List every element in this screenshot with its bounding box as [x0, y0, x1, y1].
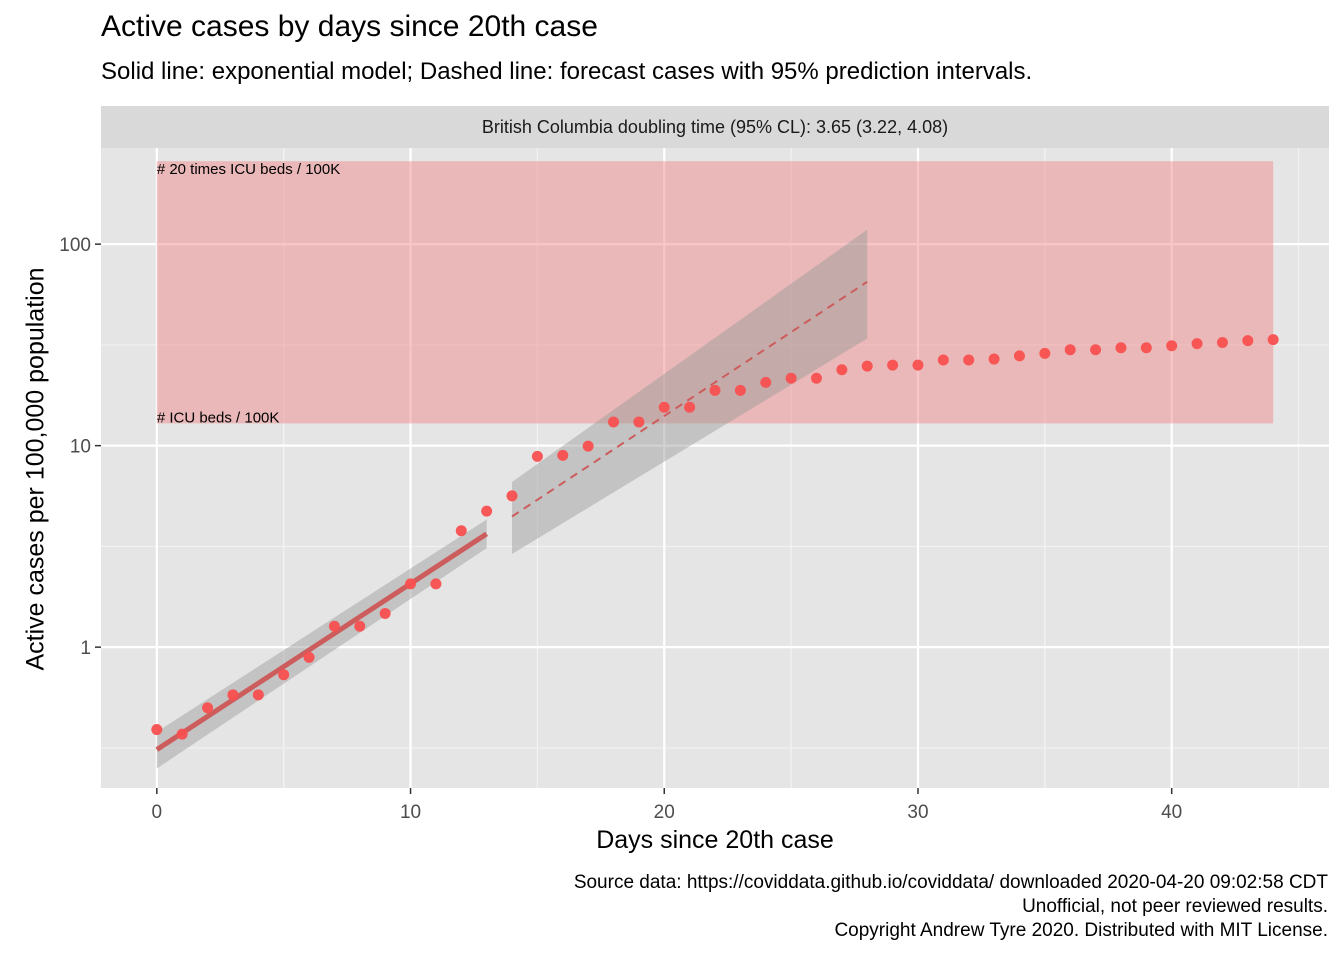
forecast-line	[511, 281, 868, 518]
icu-band-label-high: # 20 times ICU beds / 100K	[157, 161, 340, 178]
data-point	[176, 728, 188, 740]
data-point	[633, 416, 645, 428]
data-point	[912, 359, 924, 371]
model-fit-line	[155, 531, 489, 752]
y-tick-label: 10	[70, 437, 91, 458]
caption-line-copyright: Copyright Andrew Tyre 2020. Distributed …	[834, 920, 1328, 941]
y-tick-label: 100	[59, 235, 91, 256]
data-point	[1090, 344, 1102, 356]
data-point	[1242, 335, 1254, 347]
data-point	[810, 372, 822, 384]
x-axis-label: Days since 20th case	[596, 826, 834, 854]
data-point	[430, 578, 442, 590]
x-tick-label: 40	[1161, 802, 1182, 823]
x-tick-label: 0	[152, 802, 163, 823]
data-point	[887, 359, 899, 371]
x-tick-label: 30	[907, 802, 928, 823]
facet-strip: British Columbia doubling time (95% CL):…	[101, 106, 1329, 148]
data-point	[278, 669, 290, 681]
data-point	[836, 364, 848, 376]
data-point	[1140, 342, 1152, 354]
caption: Source data: https://coviddata.github.io…	[574, 871, 1328, 943]
data-point	[1166, 340, 1178, 352]
y-axis-label: Active cases per 100,000 population	[21, 267, 50, 671]
chart-title: Active cases by days since 20th case	[101, 10, 598, 43]
data-point	[760, 376, 772, 388]
data-point	[506, 490, 518, 502]
data-point	[328, 620, 340, 632]
data-point	[252, 689, 264, 701]
data-point	[988, 353, 1000, 365]
data-point	[1191, 338, 1203, 350]
facet-label: British Columbia doubling time (95% CL):…	[481, 116, 949, 137]
data-point	[1039, 347, 1051, 359]
data-point	[684, 401, 696, 413]
data-point	[557, 449, 569, 461]
icu-band-label-low: # ICU beds / 100K	[157, 409, 280, 426]
data-point	[861, 360, 873, 372]
data-point	[227, 689, 239, 701]
data-point	[937, 354, 949, 366]
caption-line-unofficial: Unofficial, not peer reviewed results.	[1022, 896, 1328, 917]
chart-subtitle: Solid line: exponential model; Dashed li…	[101, 58, 1033, 85]
data-point	[734, 384, 746, 396]
data-point	[481, 505, 493, 517]
data-point	[658, 401, 670, 413]
data-point	[151, 724, 163, 736]
x-tick-label: 20	[654, 802, 675, 823]
data-point	[1064, 344, 1076, 356]
data-point	[963, 354, 975, 366]
forecast-prediction-ribbon	[512, 229, 868, 554]
x-tick-label: 10	[400, 802, 421, 823]
data-point	[303, 651, 315, 663]
data-point	[202, 702, 214, 714]
data-point	[608, 416, 620, 428]
data-point	[1013, 350, 1025, 362]
panel-background	[101, 148, 1329, 788]
data-point	[1115, 342, 1127, 354]
caption-line-source: Source data: https://coviddata.github.io…	[573, 872, 1328, 893]
data-point	[785, 372, 797, 384]
data-point	[709, 384, 721, 396]
data-point	[354, 620, 366, 632]
data-point	[405, 578, 417, 590]
data-point	[455, 525, 467, 537]
data-point	[379, 607, 391, 619]
data-point	[1267, 334, 1279, 346]
data-point	[531, 450, 543, 462]
icu-beds-band	[156, 161, 1274, 424]
data-point	[582, 440, 594, 452]
data-point	[1216, 337, 1228, 349]
y-tick-label: 1	[80, 638, 91, 659]
